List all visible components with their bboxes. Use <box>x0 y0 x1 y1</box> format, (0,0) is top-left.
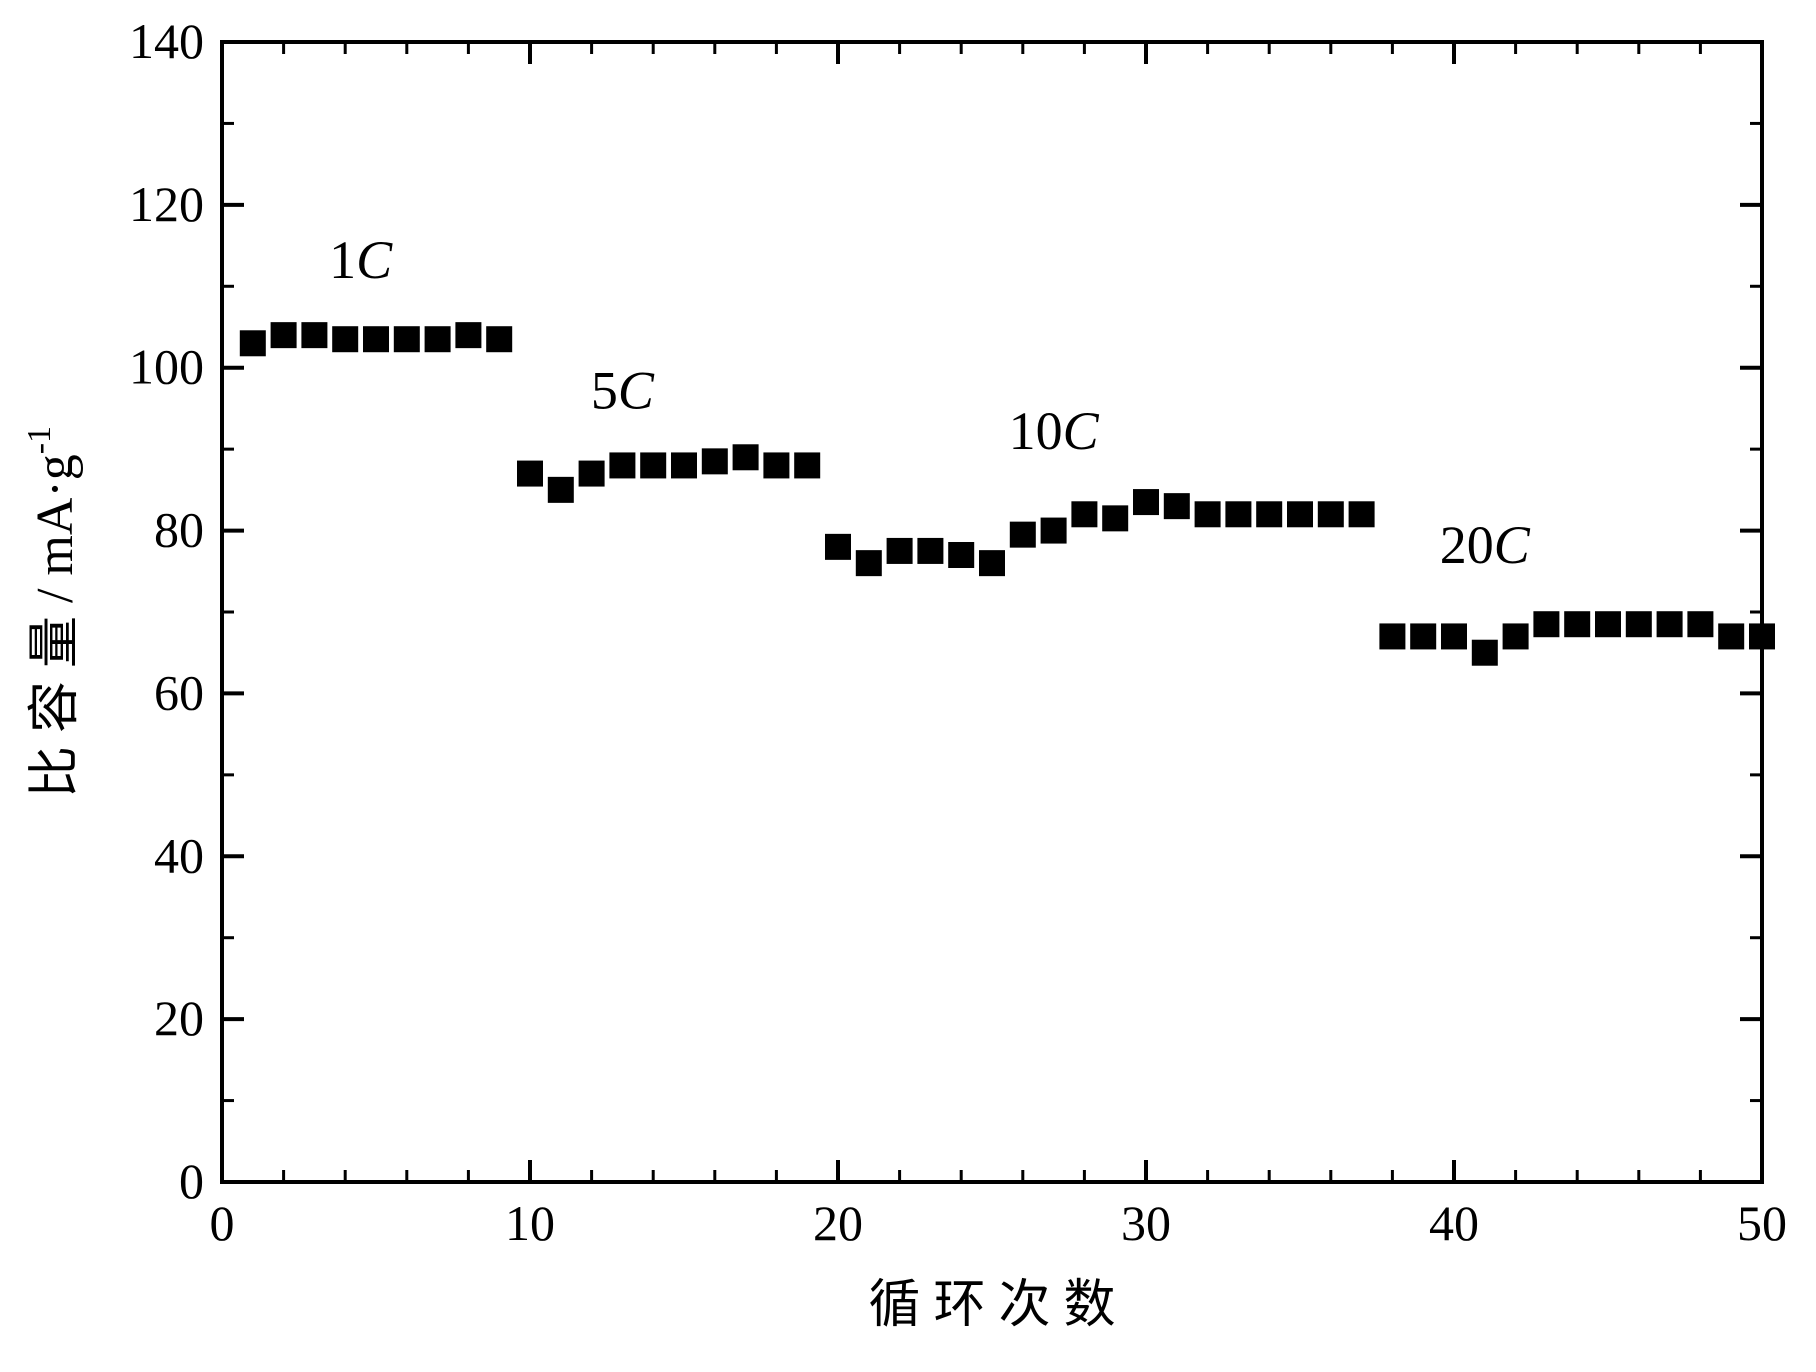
data-point <box>271 322 297 348</box>
data-point <box>671 452 697 478</box>
data-point <box>1472 640 1498 666</box>
data-point <box>1441 623 1467 649</box>
x-tick-label: 40 <box>1429 1195 1479 1251</box>
data-point <box>1503 623 1529 649</box>
data-point <box>1718 623 1744 649</box>
data-point <box>1256 501 1282 527</box>
chart-svg: 0 10 20 30 40 50 0 20 40 60 80 100 120 140 循 环 次 数 比 容 … <box>0 0 1816 1372</box>
data-point <box>425 326 451 352</box>
data-point <box>1071 501 1097 527</box>
y-tick-label: 80 <box>154 502 204 558</box>
data-point <box>1687 611 1713 637</box>
data-point <box>1749 623 1775 649</box>
series-label: 20C <box>1440 515 1531 575</box>
y-axis-label: 比 容 量 / mA·g-1 <box>21 426 84 798</box>
y-tick-label: 40 <box>154 827 204 883</box>
data-point <box>733 444 759 470</box>
data-point <box>1379 623 1405 649</box>
data-point <box>363 326 389 352</box>
x-axis-label: 循 环 次 数 <box>868 1277 1115 1334</box>
data-point <box>579 461 605 487</box>
data-point <box>794 452 820 478</box>
y-tick-label: 100 <box>129 339 204 395</box>
data-point <box>1657 611 1683 637</box>
capacity-vs-cycle-chart: 0 10 20 30 40 50 0 20 40 60 80 100 120 140 循 环 次 数 比 容 … <box>0 0 1816 1372</box>
data-point <box>887 538 913 564</box>
data-point <box>332 326 358 352</box>
data-point <box>640 452 666 478</box>
x-tick-label: 50 <box>1737 1195 1787 1251</box>
data-point <box>948 542 974 568</box>
data-point <box>1195 501 1221 527</box>
series-label: 10C <box>1009 401 1100 461</box>
data-point <box>1225 501 1251 527</box>
data-point <box>1133 489 1159 515</box>
data-point <box>394 326 420 352</box>
data-point <box>1410 623 1436 649</box>
y-tick-label: 140 <box>129 13 204 69</box>
data-point <box>1626 611 1652 637</box>
data-point <box>979 550 1005 576</box>
x-tick-label: 0 <box>210 1195 235 1251</box>
x-tick-label: 20 <box>813 1195 863 1251</box>
data-point <box>917 538 943 564</box>
data-point <box>455 322 481 348</box>
data-point <box>763 452 789 478</box>
data-point <box>1318 501 1344 527</box>
data-point <box>240 330 266 356</box>
data-point <box>1564 611 1590 637</box>
data-point <box>1102 505 1128 531</box>
data-point <box>1533 611 1559 637</box>
data-point <box>1595 611 1621 637</box>
data-point <box>825 534 851 560</box>
data-point <box>548 477 574 503</box>
y-tick-label: 60 <box>154 664 204 720</box>
data-point <box>609 452 635 478</box>
data-point <box>1349 501 1375 527</box>
data-point <box>1041 518 1067 544</box>
x-tick-label: 30 <box>1121 1195 1171 1251</box>
y-tick-label: 120 <box>129 176 204 232</box>
series-label: 5C <box>591 360 655 420</box>
data-point <box>1287 501 1313 527</box>
data-point <box>517 461 543 487</box>
x-tick-label: 10 <box>505 1195 555 1251</box>
data-point <box>1164 493 1190 519</box>
data-point <box>856 550 882 576</box>
y-tick-label: 20 <box>154 990 204 1046</box>
y-tick-label: 0 <box>179 1153 204 1209</box>
series-label: 1C <box>329 230 393 290</box>
data-point <box>702 448 728 474</box>
data-point <box>486 326 512 352</box>
data-point <box>1010 522 1036 548</box>
data-point <box>301 322 327 348</box>
